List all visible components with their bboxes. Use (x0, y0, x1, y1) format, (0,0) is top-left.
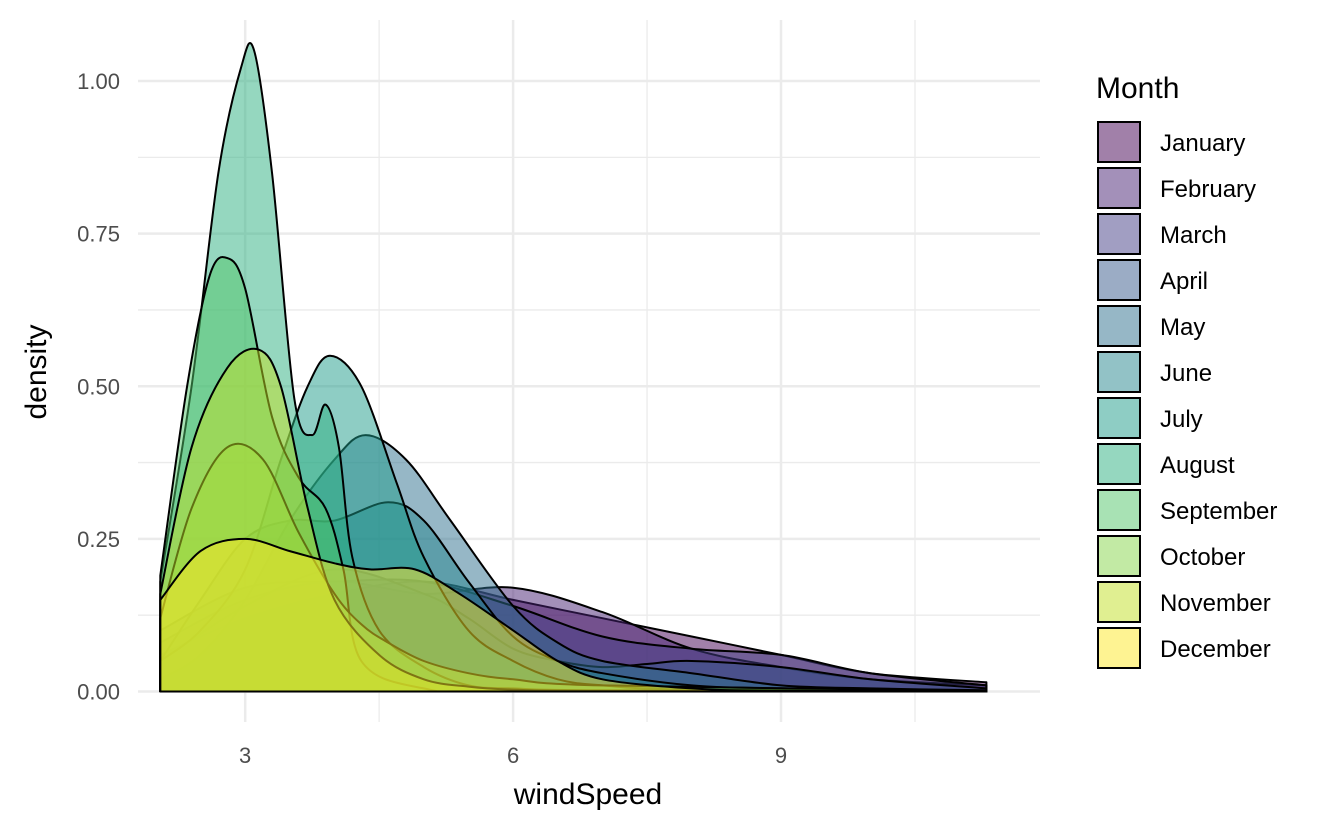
x-axis-title: windSpeed (513, 778, 662, 811)
legend-label-september: September (1160, 498, 1277, 525)
x-tick-label: 9 (775, 743, 787, 768)
legend-swatch-september (1097, 489, 1141, 531)
legend-swatch-may (1097, 305, 1141, 347)
legend-label-november: November (1160, 590, 1271, 617)
legend-label-june: June (1160, 360, 1212, 387)
legend-label-february: February (1160, 176, 1256, 203)
legend-swatch-november (1097, 581, 1141, 623)
legend-swatch-july (1097, 397, 1141, 439)
x-axis-ticks: 3 6 9 (239, 743, 787, 768)
x-tick-label: 3 (239, 743, 251, 768)
legend-swatch-october (1097, 535, 1141, 577)
legend-label-january: January (1160, 130, 1245, 157)
legend-swatch-april (1097, 259, 1141, 301)
legend-label-october: October (1160, 544, 1245, 571)
y-axis-title: density (20, 324, 53, 419)
y-tick-label: 0.00 (77, 679, 120, 704)
legend-title: Month (1096, 72, 1179, 105)
legend-swatch-december (1097, 627, 1141, 669)
y-axis-ticks: 0.00 0.25 0.50 0.75 1.00 (77, 69, 120, 704)
legend-label-december: December (1160, 636, 1271, 663)
legend: Month January February March April May June Ju… (1096, 72, 1277, 669)
density-area-december (159, 537, 988, 693)
legend-swatch-january (1097, 121, 1141, 163)
y-tick-label: 0.25 (77, 527, 120, 552)
legend-swatch-august (1097, 443, 1141, 485)
legend-swatch-june (1097, 351, 1141, 393)
legend-label-may: May (1160, 314, 1205, 341)
legend-label-april: April (1160, 268, 1208, 295)
y-tick-label: 1.00 (77, 69, 120, 94)
y-tick-label: 0.75 (77, 222, 120, 247)
x-tick-label: 6 (507, 743, 519, 768)
legend-label-july: July (1160, 406, 1203, 433)
density-areas (159, 42, 988, 693)
legend-swatch-february (1097, 167, 1141, 209)
y-tick-label: 0.50 (77, 374, 120, 399)
legend-label-august: August (1160, 452, 1235, 479)
legend-label-march: March (1160, 222, 1227, 249)
legend-swatch-march (1097, 213, 1141, 255)
